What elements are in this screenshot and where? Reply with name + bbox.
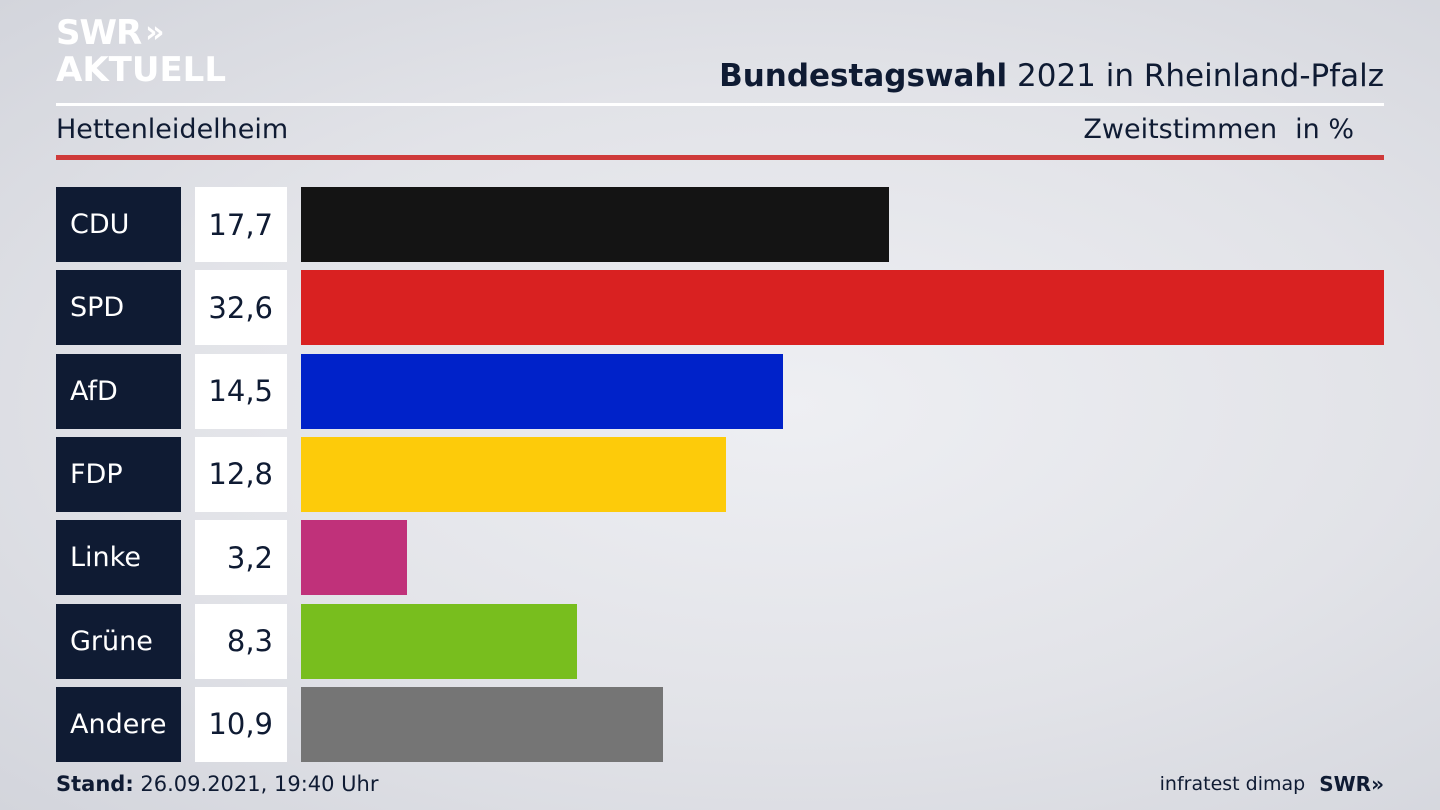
party-label: CDU (56, 187, 181, 262)
bar (301, 270, 1384, 346)
timestamp-value: 26.09.2021, 19:40 Uhr (133, 772, 379, 796)
bar-row-linke: Linke 3,2 (56, 520, 1384, 596)
timestamp-label: Stand: (56, 772, 134, 796)
bar (301, 520, 407, 596)
chart-title: Bundestagswahl 2021 in Rheinland-Pfalz (719, 58, 1384, 94)
party-label: Grüne (56, 603, 181, 679)
party-label: SPD (56, 270, 181, 346)
bar (301, 187, 889, 262)
chart-title-rest: 2021 in Rheinland-Pfalz (1007, 58, 1384, 94)
unit-label: in % (1295, 114, 1354, 145)
value-label: 14,5 (195, 353, 287, 429)
chart-title-bold: Bundestagswahl (719, 58, 1008, 94)
bar (301, 603, 577, 679)
bar-row-andere: Andere 10,9 (56, 686, 1384, 762)
party-label: Linke (56, 520, 181, 596)
swr-aktuell-logo: SWR» AKTUELL (56, 16, 226, 87)
value-label: 8,3 (195, 603, 287, 679)
header-divider (56, 103, 1384, 106)
value-label: 17,7 (195, 187, 287, 262)
party-label: AfD (56, 353, 181, 429)
accent-divider (56, 155, 1384, 160)
bar (301, 353, 783, 429)
measure-label: Zweitstimmen in % (1083, 114, 1354, 145)
bar-row-spd: SPD 32,6 (56, 270, 1384, 346)
party-label: FDP (56, 436, 181, 512)
bar-row-grüne: Grüne 8,3 (56, 603, 1384, 679)
logo-swr-text: SWR (56, 13, 142, 53)
bar-row-cdu: CDU 17,7 (56, 187, 1384, 262)
bar (301, 686, 663, 762)
logo-chevrons-icon: » (145, 15, 165, 50)
swr-small-logo: SWR» (1319, 772, 1384, 796)
value-label: 10,9 (195, 686, 287, 762)
bar-chart: CDU 17,7 SPD 32,6 AfD 14,5 FDP 12,8 Linke 3,2 Grün… (56, 187, 1384, 762)
logo-aktuell-text: AKTUELL (56, 50, 227, 90)
timestamp: Stand: 26.09.2021, 19:40 Uhr (56, 772, 379, 796)
bar-row-fdp: FDP 12,8 (56, 436, 1384, 512)
value-label: 12,8 (195, 436, 287, 512)
region-label: Hettenleidelheim (56, 114, 289, 145)
bar-row-afd: AfD 14,5 (56, 353, 1384, 429)
party-label: Andere (56, 686, 181, 762)
bar (301, 436, 726, 512)
value-label: 32,6 (195, 270, 287, 346)
value-label: 3,2 (195, 520, 287, 596)
source-credit: infratest dimap SWR» (1160, 772, 1384, 796)
source-name: infratest dimap (1159, 773, 1306, 795)
measure-name: Zweitstimmen (1083, 114, 1278, 145)
